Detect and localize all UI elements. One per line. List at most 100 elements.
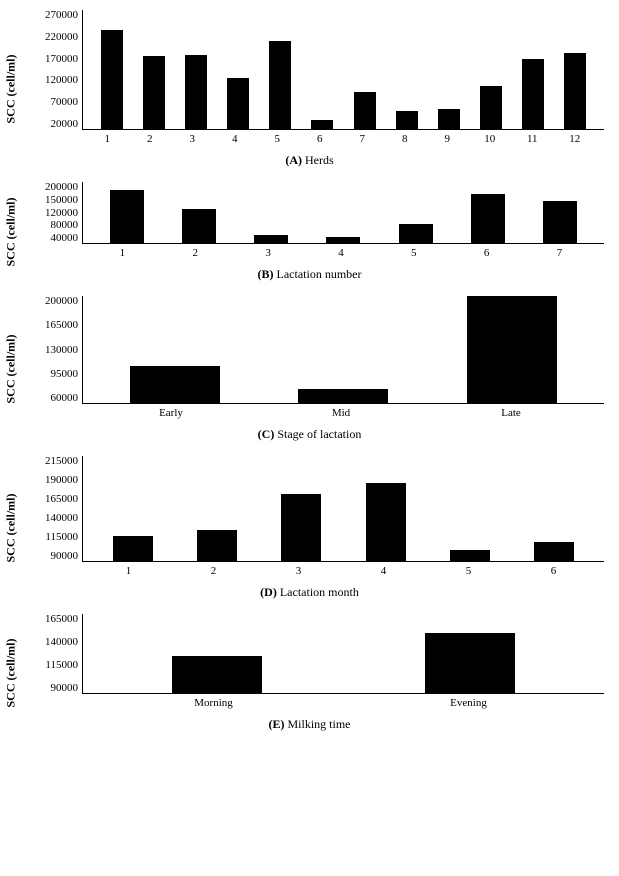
plot-d xyxy=(82,456,604,562)
xtick-label: 1 xyxy=(105,247,139,259)
caption-a: (A) Herds xyxy=(15,153,604,168)
ytick-label: 165000 xyxy=(45,320,78,331)
ylabel-b: SCC (cell/ml) xyxy=(4,198,19,267)
bar xyxy=(113,536,153,561)
caption-d-prefix: (D) xyxy=(260,585,277,599)
xticks-a: 123456789101112 xyxy=(15,133,604,145)
bar xyxy=(101,30,123,129)
ylabel-a: SCC (cell/ml) xyxy=(4,55,19,124)
bar xyxy=(182,209,216,243)
panel-lactation-month: SCC (cell/ml) 21500019000016500014000011… xyxy=(15,456,604,600)
panel-stage-lactation: SCC (cell/ml) 20000016500013000095000600… xyxy=(15,296,604,442)
bar xyxy=(425,633,515,693)
xticks-d: 123456 xyxy=(15,565,604,577)
ytick-label: 140000 xyxy=(45,513,78,524)
ytick-label: 40000 xyxy=(51,233,79,244)
bar xyxy=(467,296,557,403)
bar xyxy=(543,201,577,243)
xtick-label: Early xyxy=(126,407,216,419)
yticks-c: 200000 165000 130000 95000 60000 xyxy=(45,296,82,404)
ytick-label: 115000 xyxy=(45,532,78,543)
ytick-label: 130000 xyxy=(45,345,78,356)
xtick-label: 11 xyxy=(521,133,543,145)
caption-d: (D) Lactation month xyxy=(15,585,604,600)
bar xyxy=(311,120,333,129)
xtick-label: Late xyxy=(466,407,556,419)
bar xyxy=(185,55,207,129)
ytick-label: 170000 xyxy=(45,54,78,65)
ytick-label: 200000 xyxy=(45,296,78,307)
xtick-label: 4 xyxy=(224,133,246,145)
ytick-label: 165000 xyxy=(45,614,78,625)
ytick-label: 115000 xyxy=(45,660,78,671)
xtick-label: 4 xyxy=(324,247,358,259)
ytick-label: 140000 xyxy=(45,637,78,648)
caption-c-prefix: (C) xyxy=(258,427,275,441)
bar xyxy=(172,656,262,693)
xtick-label: 4 xyxy=(364,565,404,577)
ytick-label: 165000 xyxy=(45,494,78,505)
xtick-label: 1 xyxy=(109,565,149,577)
yticks-a: 2700002200001700001200007000020000 xyxy=(45,10,82,130)
bar xyxy=(227,78,249,129)
plot-b xyxy=(82,182,604,244)
xtick-label: Evening xyxy=(424,697,514,709)
xtick-label: 7 xyxy=(542,247,576,259)
ytick-label: 95000 xyxy=(51,369,79,380)
plot-row-e: 165000 140000 115000 90000 xyxy=(15,614,604,694)
bar xyxy=(450,550,490,561)
yticks-d: 21500019000016500014000011500090000 xyxy=(45,456,82,562)
xtick-label: Morning xyxy=(169,697,259,709)
bar xyxy=(281,494,321,561)
ytick-label: 80000 xyxy=(51,220,79,231)
plot-row-b: 200000 150000 12000080000 40000 xyxy=(15,182,604,244)
xtick-label: Mid xyxy=(296,407,386,419)
panel-herds: SCC (cell/ml) 27000022000017000012000070… xyxy=(15,10,604,168)
bar xyxy=(471,194,505,243)
bar xyxy=(396,111,418,129)
xtick-label: 6 xyxy=(534,565,574,577)
ylabel-e: SCC (cell/ml) xyxy=(4,639,19,708)
xtick-label: 5 xyxy=(397,247,431,259)
ytick-label: 60000 xyxy=(51,393,79,404)
caption-e: (E) Milking time xyxy=(15,717,604,732)
bar xyxy=(298,389,388,403)
xticks-b: 1234567 xyxy=(15,247,604,259)
xticks-c: Early Mid Late xyxy=(15,407,604,419)
ytick-label: 150000 xyxy=(45,195,78,206)
xtick-label: 5 xyxy=(266,133,288,145)
ytick-label: 90000 xyxy=(51,683,79,694)
plot-row-c: 200000 165000 130000 95000 60000 xyxy=(15,296,604,404)
xtick-label: 6 xyxy=(309,133,331,145)
xtick-label: 3 xyxy=(181,133,203,145)
plot-c xyxy=(82,296,604,404)
bar xyxy=(438,109,460,129)
xtick-label: 2 xyxy=(194,565,234,577)
xtick-label: 6 xyxy=(470,247,504,259)
ylabel-d: SCC (cell/ml) xyxy=(4,494,19,563)
bar xyxy=(254,235,288,243)
bar xyxy=(366,483,406,561)
ylabel-c: SCC (cell/ml) xyxy=(4,335,19,404)
plot-a xyxy=(82,10,604,130)
bars-b xyxy=(83,182,604,243)
panel-milking-time: SCC (cell/ml) 16500014000011500090000 Mo… xyxy=(15,614,604,732)
caption-e-text: Milking time xyxy=(288,717,351,731)
plot-e xyxy=(82,614,604,694)
xtick-label: 10 xyxy=(479,133,501,145)
bars-d xyxy=(83,456,604,561)
ytick-label: 220000 xyxy=(45,32,78,43)
bar xyxy=(110,190,144,243)
bar xyxy=(534,542,574,561)
bars-a xyxy=(83,10,604,129)
xtick-label: 7 xyxy=(351,133,373,145)
bar xyxy=(130,366,220,403)
xticks-e: Morning Evening xyxy=(15,697,604,709)
bar xyxy=(564,53,586,129)
xtick-label: 8 xyxy=(394,133,416,145)
ytick-label: 120000 xyxy=(45,208,78,219)
xtick-label: 12 xyxy=(564,133,586,145)
caption-d-text: Lactation month xyxy=(280,585,359,599)
ytick-label: 200000 xyxy=(45,182,78,193)
ytick-label: 70000 xyxy=(51,97,79,108)
